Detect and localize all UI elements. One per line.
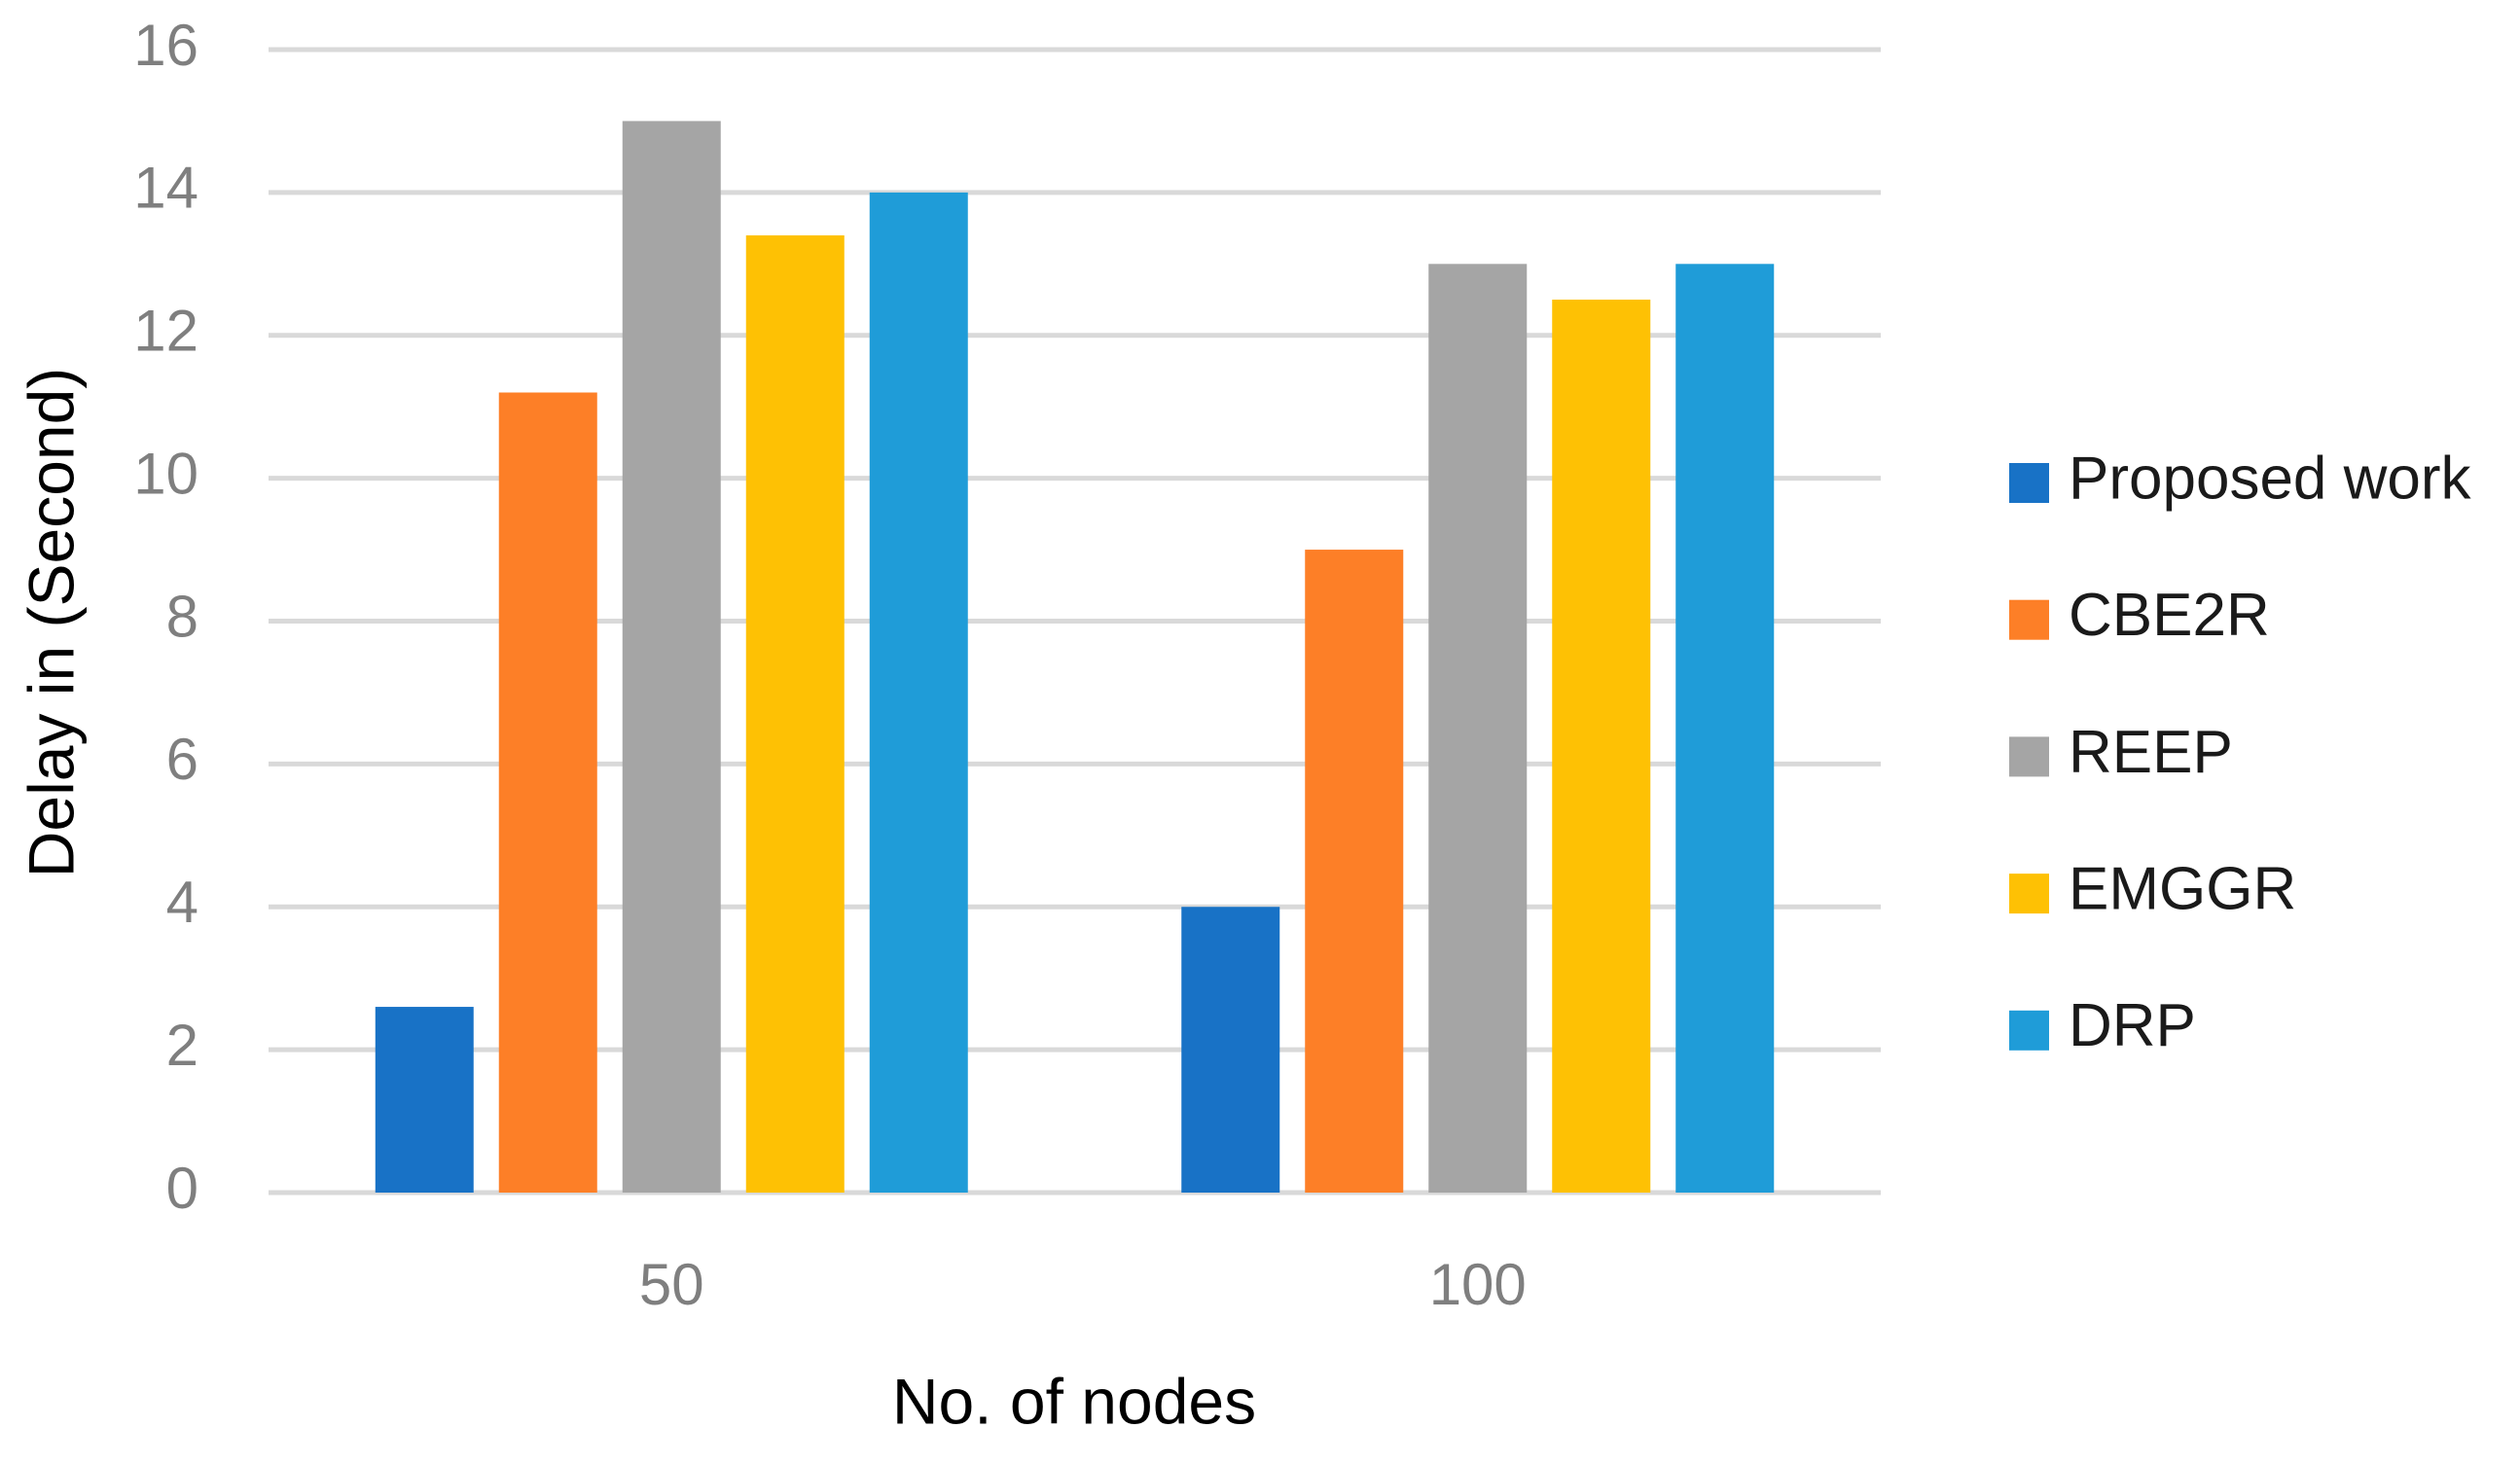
y-tick-label: 16 (133, 13, 198, 78)
legend-label: DRP (2069, 992, 2196, 1059)
y-tick-label: 6 (166, 727, 198, 792)
legend-label: CBE2R (2069, 582, 2270, 649)
y-axis-title: Delay in (Second) (15, 368, 87, 878)
y-tick-label: 8 (166, 584, 198, 649)
y-tick-label: 10 (133, 441, 198, 506)
bar (1675, 264, 1775, 1193)
bar (498, 392, 597, 1193)
legend-swatch (2009, 463, 2049, 503)
legend-swatch (2009, 736, 2049, 777)
legend-label: REEP (2069, 719, 2233, 786)
bar (745, 234, 845, 1193)
y-tick-label: 2 (166, 1013, 198, 1078)
legend-label: Proposed work (2069, 445, 2472, 512)
legend-swatch (2009, 1010, 2049, 1051)
x-tick-label: 50 (639, 1252, 704, 1317)
legend-swatch (2009, 599, 2049, 640)
x-tick-label: 100 (1429, 1252, 1527, 1317)
legend-label: EMGGR (2069, 855, 2296, 922)
bar (375, 1007, 474, 1193)
bar (1181, 907, 1280, 1193)
y-tick-label: 4 (166, 870, 198, 935)
legend-swatch (2009, 874, 2049, 914)
x-axis-title: No. of nodes (892, 1365, 1256, 1437)
bar (622, 121, 721, 1193)
y-tick-label: 12 (133, 299, 198, 364)
bar (1428, 264, 1528, 1193)
bar (1552, 300, 1651, 1193)
bar (869, 192, 968, 1193)
y-tick-label: 0 (166, 1156, 198, 1221)
y-tick-label: 14 (133, 156, 198, 221)
bar (1305, 550, 1404, 1193)
